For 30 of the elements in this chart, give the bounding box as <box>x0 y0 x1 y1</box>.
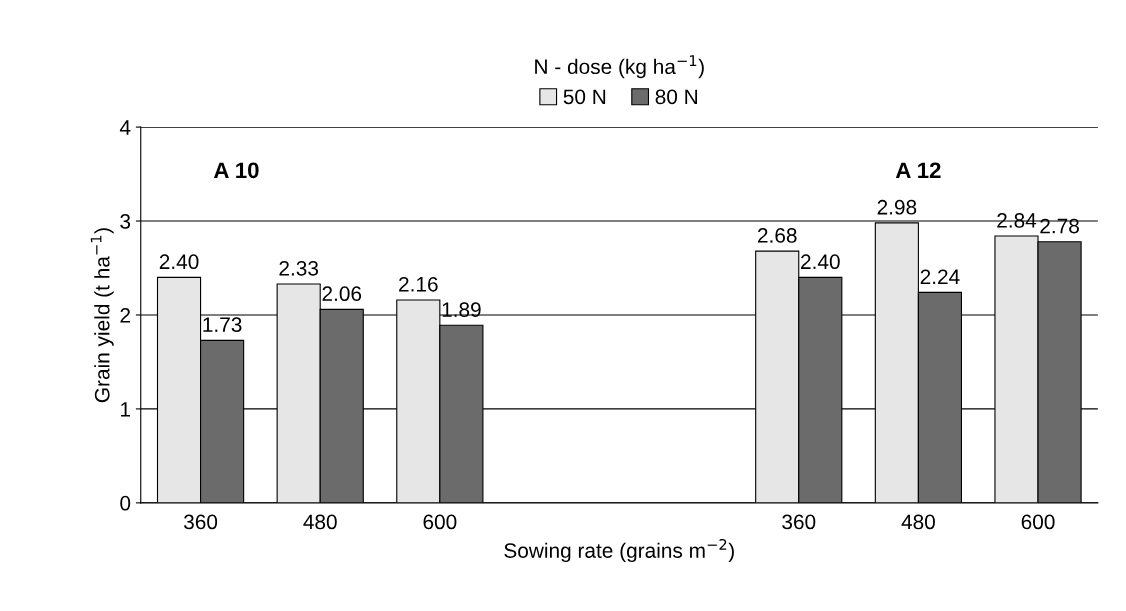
x-tick-label: 480 <box>901 514 935 530</box>
data-label: 2.16 <box>399 276 438 292</box>
data-label: 2.06 <box>322 286 362 302</box>
data-label: 2.40 <box>801 254 840 270</box>
y-tick-label: 0 <box>120 495 131 511</box>
annotation: A 12 <box>895 162 941 178</box>
data-label: 2.98 <box>877 199 917 215</box>
x-tick-label: 600 <box>423 514 457 530</box>
legend-title: N - dose (kg ha$^{−1}$) <box>535 55 704 79</box>
x-tick-label: 480 <box>303 514 337 530</box>
legend-label: 80 N <box>655 89 698 105</box>
y-axis-title: Grain yield (t ha$^{−1}$) <box>90 228 114 403</box>
y-tick-label: 4 <box>119 120 131 135</box>
data-label: 2.24 <box>920 269 960 284</box>
x-tick-label: 600 <box>1021 514 1055 530</box>
annotation: A 10 <box>213 162 259 179</box>
y-tick-label: 2 <box>120 307 130 323</box>
legend-label: 50 N <box>563 89 606 105</box>
y-tick-label: 3 <box>120 214 131 229</box>
x-tick-label: 360 <box>183 514 218 530</box>
y-tick-label: 1 <box>121 402 131 417</box>
data-label: 2.78 <box>1040 218 1079 234</box>
data-label: 2.68 <box>758 228 797 243</box>
x-axis-title: Sowing rate (grains m$^{−2}$) <box>504 538 734 563</box>
data-label: 2.33 <box>279 260 319 276</box>
data-label: 1.89 <box>442 302 481 318</box>
data-label: 2.84 <box>997 213 1037 228</box>
data-label: 1.73 <box>203 317 242 333</box>
data-label: 2.40 <box>159 254 199 270</box>
x-tick-label: 360 <box>782 514 816 530</box>
